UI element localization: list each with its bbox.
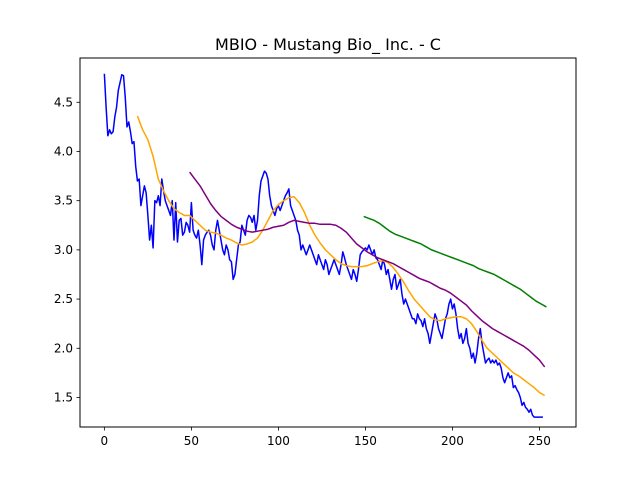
x-tick-label: 250 [528, 434, 551, 448]
plot-frame [79, 57, 577, 428]
series-line-3 [363, 215, 547, 308]
y-tick-label: 3.0 [54, 243, 73, 257]
x-tick-label: 100 [267, 434, 290, 448]
y-tick-label: 2.5 [54, 292, 73, 306]
y-tick-label: 3.5 [54, 194, 73, 208]
y-tick-label: 2.0 [54, 341, 73, 355]
x-tick-label: 150 [354, 434, 377, 448]
y-tick-label: 4.5 [54, 95, 73, 109]
y-tick-label: 4.0 [54, 144, 73, 158]
series-line-0 [103, 73, 543, 418]
x-tick-label: 0 [101, 434, 109, 448]
x-tick-label: 50 [184, 434, 199, 448]
x-tick-label: 200 [441, 434, 464, 448]
axis-layer: 0 50 100 150 200 250 1.5 2.0 2.5 3.0 3.5 4.0 4.5 [54, 95, 551, 448]
series-line-1 [136, 115, 546, 397]
series-layer [103, 73, 547, 418]
y-tick-label: 1.5 [54, 390, 73, 404]
chart-title: MBIO - Mustang Bio_ Inc. - C [215, 35, 441, 55]
series-line-2 [189, 171, 546, 368]
